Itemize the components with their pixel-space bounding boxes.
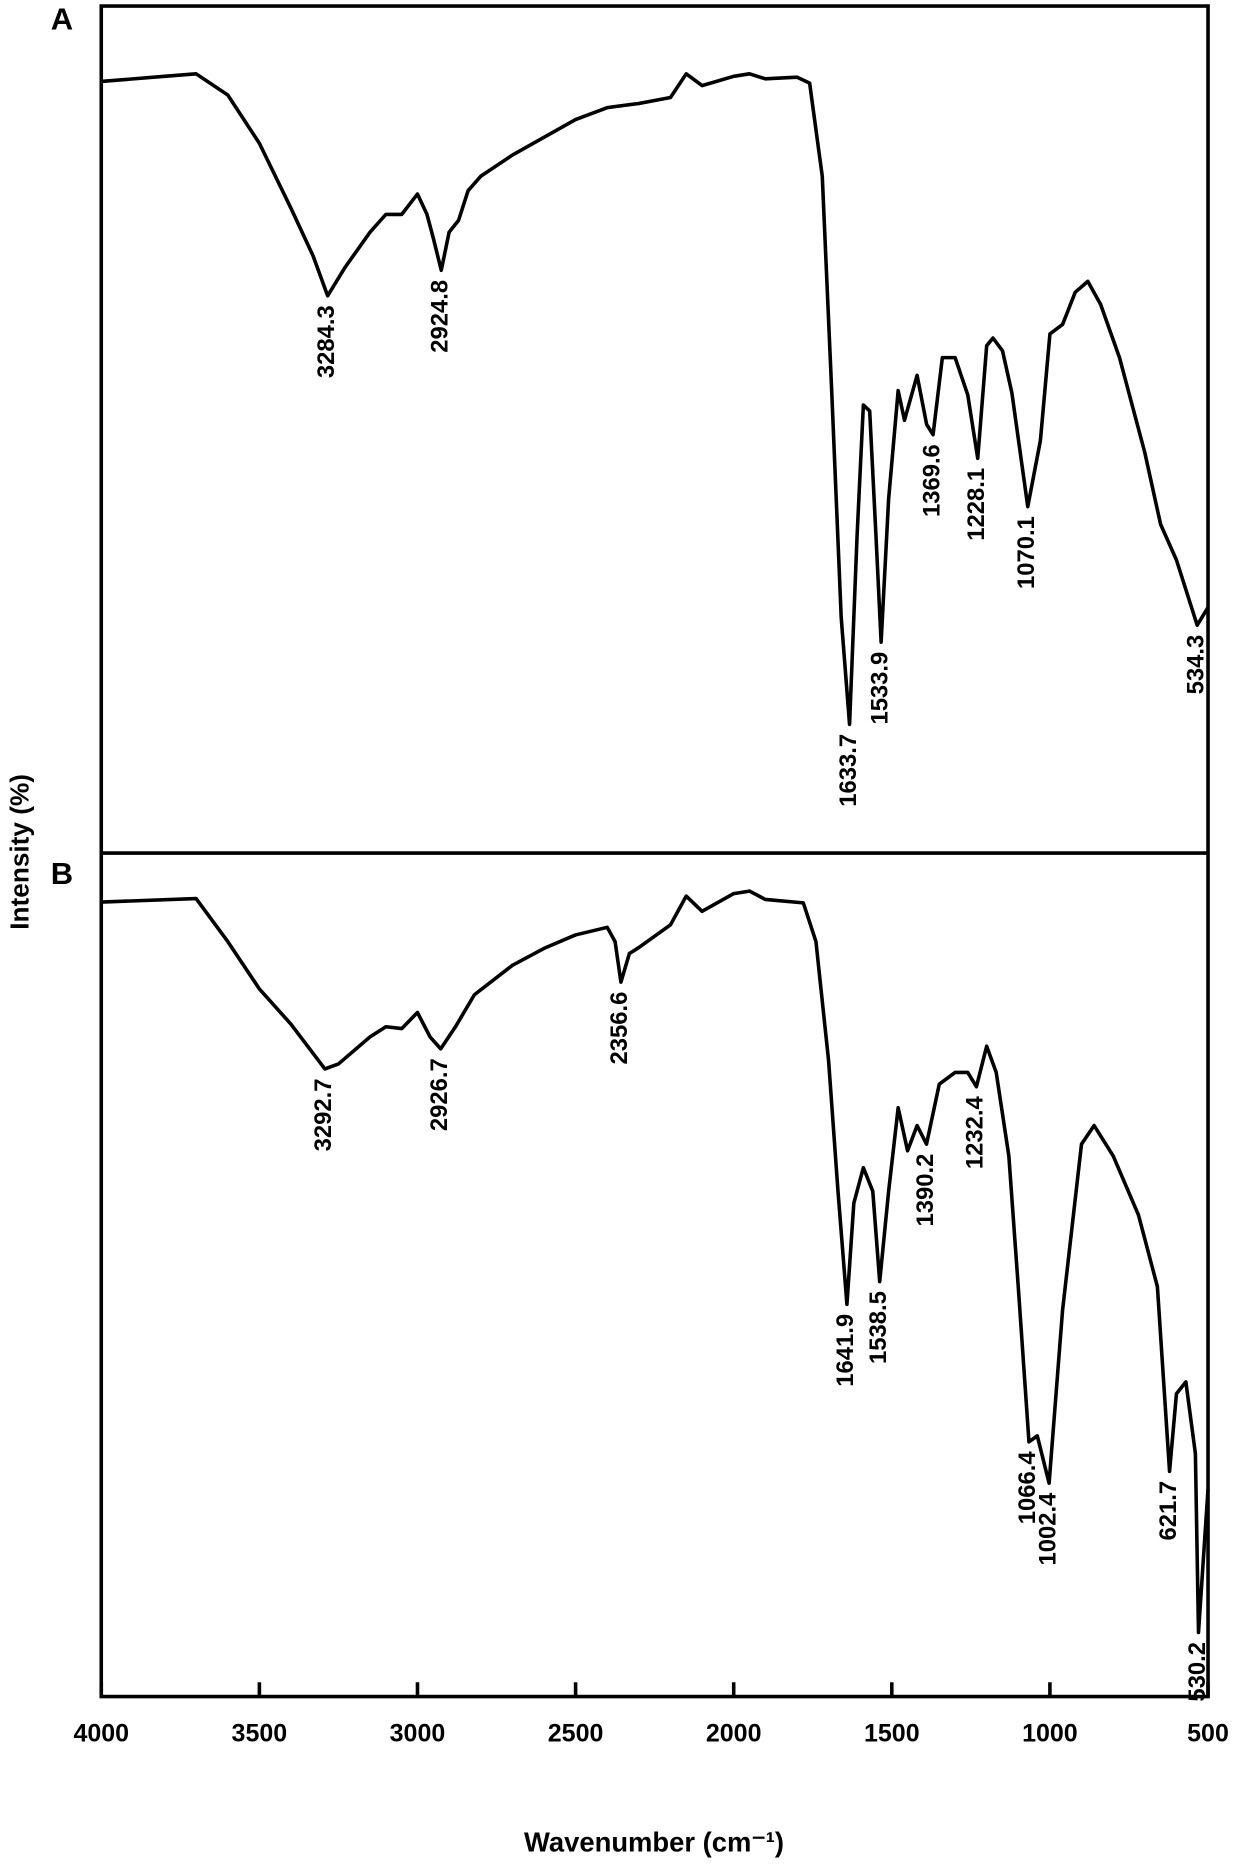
peak-label: 1070.1 bbox=[1013, 516, 1040, 589]
peak-label: 530.2 bbox=[1184, 1642, 1211, 1702]
x-tick-label: 3500 bbox=[232, 1719, 288, 1747]
x-tick-label: 3000 bbox=[390, 1719, 446, 1747]
peak-label: 1633.7 bbox=[835, 734, 862, 807]
peak-label: 1369.6 bbox=[918, 444, 945, 517]
x-tick-label: 1500 bbox=[864, 1719, 920, 1747]
peak-label: 1232.4 bbox=[962, 1096, 989, 1170]
peak-label: 1641.9 bbox=[832, 1314, 859, 1387]
panel-label: A bbox=[51, 2, 73, 37]
peak-label: 1538.5 bbox=[865, 1291, 892, 1364]
x-axis-label: Wavenumber (cm⁻¹) bbox=[524, 1827, 784, 1858]
peak-label: 2924.8 bbox=[427, 280, 454, 353]
peak-label: 1228.1 bbox=[963, 468, 990, 541]
spectrum-line bbox=[101, 889, 1210, 1635]
x-tick-label: 2500 bbox=[548, 1719, 604, 1747]
x-tick-label: 4000 bbox=[73, 1719, 129, 1747]
y-axis-label: Intensity (%) bbox=[4, 774, 34, 930]
peak-label: 3292.7 bbox=[310, 1079, 337, 1152]
peak-label: 1390.2 bbox=[912, 1154, 939, 1227]
peak-label: 1533.9 bbox=[866, 652, 893, 725]
peak-label: 534.3 bbox=[1182, 635, 1209, 695]
peak-label: 3284.3 bbox=[313, 305, 340, 378]
x-tick-label: 500 bbox=[1187, 1719, 1229, 1747]
peak-label: 1002.4 bbox=[1034, 1492, 1061, 1566]
x-tick-label: 1000 bbox=[1022, 1719, 1078, 1747]
peak-label: 2926.7 bbox=[426, 1058, 453, 1131]
peak-label: 1066.4 bbox=[1014, 1451, 1041, 1525]
panel-label: B bbox=[51, 856, 73, 891]
spectrum-line bbox=[101, 72, 1210, 727]
x-tick-label: 2000 bbox=[706, 1719, 762, 1747]
peak-label: 2356.6 bbox=[606, 992, 633, 1065]
peak-label: 621.7 bbox=[1155, 1481, 1182, 1541]
